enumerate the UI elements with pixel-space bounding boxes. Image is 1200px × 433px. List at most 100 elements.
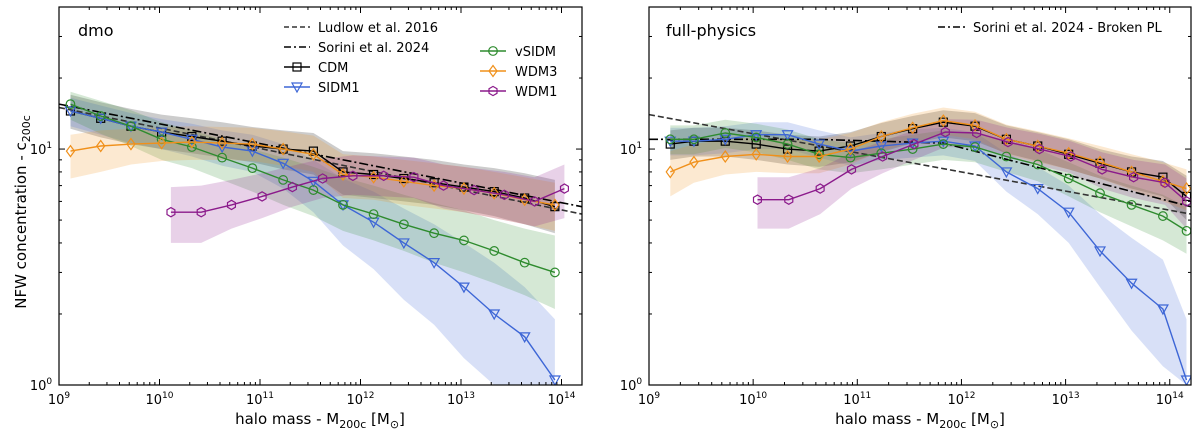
sidm1-point xyxy=(277,158,290,170)
wdm3-point xyxy=(814,149,824,164)
wdm3-line xyxy=(670,119,1187,190)
vsidm-point xyxy=(65,99,76,110)
legend-sorini-label: Sorini et al. 2024 xyxy=(318,41,429,56)
sidm1-point xyxy=(687,136,700,148)
wdm1-point xyxy=(940,126,950,138)
legend-vsidm-label: vSIDM xyxy=(515,45,556,60)
sidm1-line xyxy=(670,133,1188,381)
panel-title: dmo xyxy=(78,21,114,40)
vsidm-point xyxy=(1126,199,1137,210)
wdm3-point xyxy=(876,130,887,144)
wdm3-point xyxy=(1032,139,1043,153)
panel-dmo: 109 1010 1011 1012 1013 1014 100 101 dmo Ludlow… xyxy=(30,6,583,431)
sidm1-point xyxy=(1125,278,1138,290)
legend-wdm1-marker xyxy=(488,85,498,97)
wdm3-point xyxy=(308,147,319,161)
wdm3-point xyxy=(95,139,106,153)
vsidm-point xyxy=(217,152,228,163)
vsidm-scatter-band xyxy=(670,119,1187,254)
cdm-point xyxy=(399,173,409,184)
sidm1-point xyxy=(488,309,501,321)
wdm3-point xyxy=(187,135,197,149)
vsidm-scatter-band xyxy=(70,91,555,309)
x-axis-label: halo mass - M200c [M⊙] xyxy=(835,410,1005,431)
wdm1-point xyxy=(1128,171,1139,183)
x-tick-label: 109 xyxy=(638,391,661,408)
legend-vsidm-marker xyxy=(488,46,498,56)
vsidm-point xyxy=(1095,188,1105,199)
wdm3-point xyxy=(459,182,469,196)
sidm1-point xyxy=(719,134,732,146)
wdm1-point xyxy=(257,191,267,202)
legend-wdm3-marker xyxy=(488,64,498,78)
panel-full-physics: 109 1010 1011 1012 1013 1014 100 101 full-physi… xyxy=(620,6,1192,431)
legend: Sorini et al. 2024 - Broken PL xyxy=(938,21,1162,36)
panel-title: full-physics xyxy=(666,21,756,40)
wdm1-scatter-band xyxy=(757,119,1187,229)
y-tick-label: 100 xyxy=(620,377,643,394)
sidm1-point xyxy=(64,106,77,118)
sidm1-point xyxy=(813,139,826,151)
sidm1-point xyxy=(1062,207,1075,219)
wdm1-point xyxy=(348,170,358,182)
wdm3-point xyxy=(845,142,856,156)
vsidm-point xyxy=(1032,159,1043,170)
vsidm-point xyxy=(550,267,560,278)
wdm3-point xyxy=(970,118,980,132)
wdm3-point xyxy=(156,136,167,150)
cdm-line xyxy=(670,121,1187,197)
vsidm-point xyxy=(1158,211,1168,221)
sidm1-point xyxy=(1093,246,1107,258)
vsidm-point xyxy=(845,152,856,163)
vsidm-point xyxy=(398,219,409,230)
wdm1-point xyxy=(529,196,540,207)
wdm3-point xyxy=(665,165,676,179)
sidm1-scatter-band xyxy=(670,122,1187,385)
cdm-point xyxy=(845,141,856,151)
x-tick-label: 1011 xyxy=(246,391,274,408)
y-tick-label: 100 xyxy=(30,377,53,394)
vsidm-point xyxy=(429,228,439,239)
vsidm-point xyxy=(720,128,731,138)
sidm1-point xyxy=(750,130,763,141)
sidm1-point xyxy=(1031,183,1044,195)
sorini-et-al-2024-line xyxy=(59,103,582,208)
vsidm-point xyxy=(247,163,258,174)
vsidm-point xyxy=(782,139,793,149)
wdm3-point xyxy=(720,149,731,164)
vsidm-point xyxy=(489,246,500,256)
x-tick-label: 109 xyxy=(48,391,71,408)
wdm1-point xyxy=(318,173,328,184)
legend-wdm3-label: WDM3 xyxy=(515,65,557,80)
vsidm-point xyxy=(751,132,762,143)
wdm1-point xyxy=(752,194,763,205)
wdm1-point xyxy=(784,194,794,205)
wdm3-point xyxy=(217,136,227,150)
x-tick-label: 1013 xyxy=(1052,391,1080,408)
wdm3-point xyxy=(689,155,699,169)
y-tick-label: 101 xyxy=(620,141,642,158)
sidm1-point xyxy=(1000,167,1013,179)
cdm-scatter-band xyxy=(70,94,555,234)
vsidm-point xyxy=(970,142,980,152)
vsidm-point xyxy=(368,209,379,220)
wdm3-point xyxy=(1063,146,1074,160)
sidm1-point xyxy=(246,146,259,158)
wdm1-point xyxy=(559,183,570,194)
wdm1-point xyxy=(438,180,449,191)
sidm1-point xyxy=(397,238,410,250)
wdm1-line xyxy=(170,175,565,213)
wdm3-point xyxy=(1181,182,1191,196)
x-axis-label: halo mass - M200c [M⊙] xyxy=(235,410,405,431)
vsidm-line xyxy=(70,103,556,274)
vsidm-point xyxy=(938,139,949,149)
legend-wdm1-label: WDM1 xyxy=(515,85,557,100)
legend-cdm-label: CDM xyxy=(318,61,348,76)
sidm1-point xyxy=(94,113,107,125)
x-tick-label: 1010 xyxy=(739,391,767,408)
wdm1-point xyxy=(499,189,509,201)
wdm1-point xyxy=(1160,177,1170,188)
sidm1-point xyxy=(518,332,531,344)
vsidm-point xyxy=(1001,151,1012,162)
